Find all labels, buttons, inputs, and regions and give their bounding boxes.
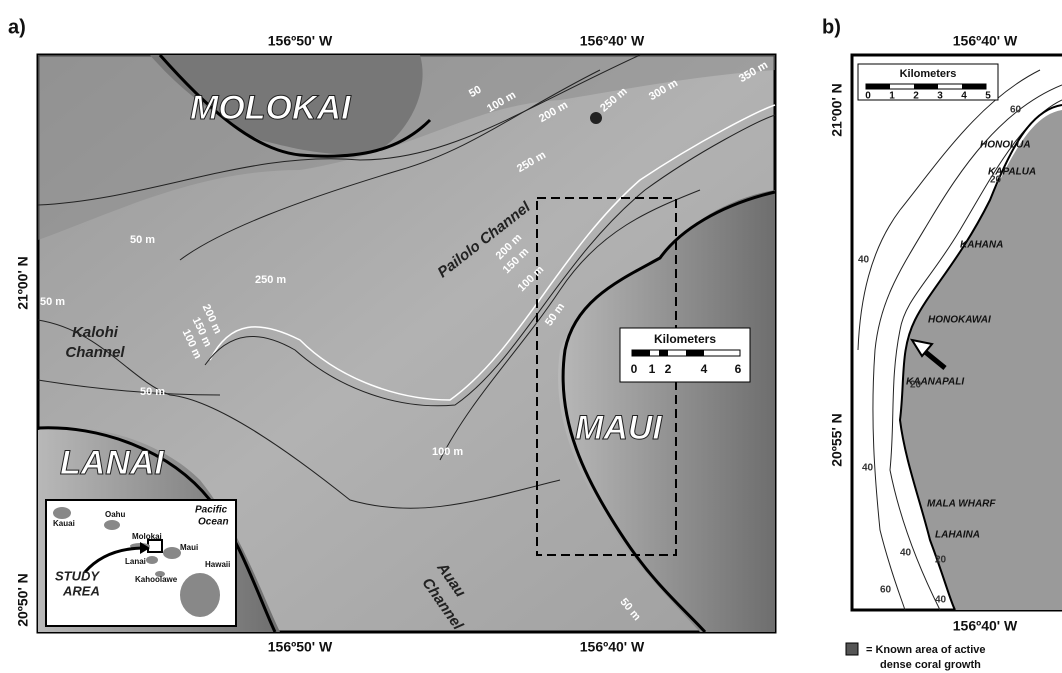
lon-label: 156º40' W — [953, 33, 1018, 49]
place-label: MOLOKAI — [190, 89, 352, 127]
contour-label: 40 — [858, 255, 870, 266]
figure: a) 156º50' W 156º40' W 156º50' W 156º40'… — [0, 0, 1062, 673]
contour-label: 20 — [910, 380, 922, 391]
contour-label: 250 m — [255, 274, 286, 286]
lat-label: 20º55' N — [829, 413, 845, 467]
inset-label: Ocean — [198, 517, 229, 528]
scale-tick-label: 0 — [631, 362, 638, 376]
place-label: MAUI — [575, 409, 663, 447]
inset-label: Lanai — [125, 557, 146, 566]
place-label: LANAI — [60, 444, 165, 482]
scale-tick-label: 3 — [937, 91, 943, 102]
scale-tick-label: 0 — [865, 91, 871, 102]
feature-label: Channel — [65, 344, 125, 361]
inset-label: AREA — [62, 583, 100, 598]
inset-label: Kauai — [53, 519, 75, 528]
page: a) 156º50' W 156º40' W 156º50' W 156º40'… — [0, 0, 1062, 673]
contour-label: 20 — [935, 555, 947, 566]
scale-tick-label: 1 — [649, 362, 656, 376]
lat-label: 21º00' N — [15, 256, 31, 310]
inset-label: Oahu — [105, 510, 126, 519]
place-label: MALA WHARF — [927, 499, 996, 510]
contour-label: 40 — [862, 463, 874, 474]
inset-label: Kahoolawe — [135, 575, 178, 584]
inset-label: Hawaii — [205, 560, 230, 569]
scale-tick-label: 5 — [985, 91, 991, 102]
scale-title: Kilometers — [654, 332, 716, 346]
contour-label: 60 — [1010, 105, 1022, 116]
lat-label: 21º00' N — [829, 83, 845, 137]
lon-label: 156º40' W — [953, 618, 1018, 634]
inset-label: Molokai — [132, 532, 162, 541]
contour-label: 60 — [880, 585, 892, 596]
inset-label: STUDY — [55, 568, 100, 583]
scale-tick-label: 6 — [735, 362, 742, 376]
scale-tick-label: 4 — [701, 362, 708, 376]
inset-label: Maui — [180, 543, 198, 552]
contour-label: 50 m — [130, 234, 155, 246]
lon-label: 156º40' W — [580, 639, 645, 655]
legend-text: dense coral growth — [880, 659, 981, 671]
contour-label: 20 — [990, 175, 1002, 186]
inset-label: Pacific — [195, 505, 228, 516]
scale-tick-label: 1 — [889, 91, 895, 102]
scale-title: Kilometers — [900, 68, 957, 80]
legend-text: = Known area of active — [866, 644, 986, 656]
place-label: LAHAINA — [935, 530, 980, 541]
panel-label: a) — [8, 16, 26, 38]
lat-label: 20º50' N — [15, 573, 31, 627]
panel-label: b) — [822, 16, 841, 38]
contour-label: 40 — [935, 595, 947, 606]
scale-tick-label: 2 — [913, 91, 919, 102]
contour-label: 50 m — [40, 296, 65, 308]
contour-label: 50 m — [140, 386, 165, 398]
place-label: HONOKAWAI — [928, 315, 991, 326]
feature-label: Kalohi — [72, 324, 119, 341]
scale-tick-label: 2 — [665, 362, 672, 376]
contour-label: 40 — [900, 548, 912, 559]
place-label: KAHANA — [960, 240, 1003, 251]
scale-tick-label: 4 — [961, 91, 967, 102]
lon-label: 156º50' W — [268, 33, 333, 49]
contour-label: 100 m — [432, 446, 463, 458]
place-label: HONOLUA — [980, 140, 1031, 151]
lon-label: 156º40' W — [580, 33, 645, 49]
lon-label: 156º50' W — [268, 639, 333, 655]
